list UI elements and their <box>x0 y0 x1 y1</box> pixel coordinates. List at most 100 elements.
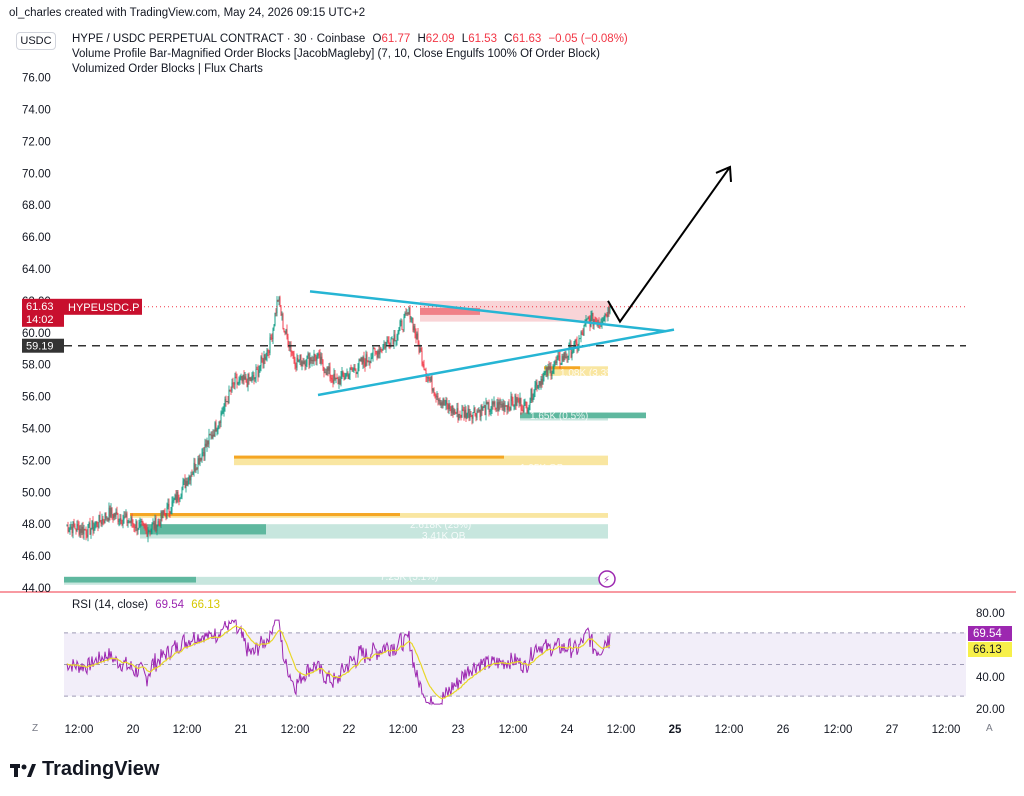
candle-up <box>338 378 340 385</box>
rsi-legend[interactable]: RSI (14, close) 69.54 66.13 <box>72 599 220 611</box>
candle-down <box>518 399 520 404</box>
candle-up <box>320 356 322 364</box>
candle-down <box>525 401 527 406</box>
price-tick-label: 56.00 <box>22 392 51 404</box>
tv-logo-icon <box>10 763 36 777</box>
candle-up <box>137 529 139 531</box>
candle-up <box>572 351 574 353</box>
candle-down <box>230 390 232 392</box>
candle-down <box>232 382 234 384</box>
candle-up <box>580 332 582 339</box>
rsi-pane: 80.00 40.00 20.00 69.54 66.13 <box>64 608 1012 716</box>
candle-up <box>106 517 108 519</box>
candle-up <box>260 356 262 367</box>
candle-down <box>562 356 564 361</box>
candle-up <box>204 443 206 457</box>
candle-down <box>548 366 550 369</box>
candle-up <box>523 402 525 413</box>
candle-down <box>77 524 79 527</box>
candle-down <box>290 345 292 352</box>
candle-down <box>319 354 321 364</box>
tradingview-logo[interactable]: TradingView <box>10 758 159 781</box>
candle-up <box>83 528 85 535</box>
candle-down <box>164 513 166 515</box>
candle-up <box>529 401 531 406</box>
candle-down <box>454 409 456 414</box>
candle-up <box>377 350 379 358</box>
candle-down <box>475 413 477 418</box>
time-tick-label: 12:00 <box>499 724 528 736</box>
candle-down <box>126 513 128 523</box>
candle-up <box>544 372 546 373</box>
candle-down <box>347 373 349 380</box>
candle-up <box>197 458 199 469</box>
candle-down <box>288 346 290 348</box>
candle-down <box>261 356 263 360</box>
level-price-badge <box>22 338 64 353</box>
candle-up <box>255 369 257 378</box>
candle-down <box>268 351 270 354</box>
candle-up <box>603 318 605 321</box>
candle-down <box>558 355 560 357</box>
candle-up <box>524 401 526 403</box>
candle-down <box>431 376 433 391</box>
high-value: 62.09 <box>425 33 455 45</box>
candle-up <box>504 405 506 411</box>
candle-up <box>222 411 224 413</box>
candle-down <box>105 513 107 519</box>
candle-up <box>217 425 219 430</box>
candle-up <box>313 353 315 362</box>
candle-down <box>134 527 136 529</box>
candle-up <box>317 353 319 357</box>
candle-up <box>469 413 471 419</box>
candle-up <box>190 474 192 481</box>
candle-up <box>193 462 195 472</box>
candle-down <box>435 395 437 398</box>
candle-up <box>316 356 318 361</box>
candle-up <box>247 373 249 387</box>
candle-down <box>245 376 247 382</box>
candle-up <box>119 518 121 521</box>
candle-down <box>165 513 167 518</box>
candle-up <box>591 312 593 316</box>
candle-up <box>556 359 558 363</box>
candle-up <box>578 338 580 347</box>
indicator-1-label[interactable]: Volume Profile Bar-Magnified Order Block… <box>72 48 600 60</box>
candle-down <box>488 402 490 413</box>
candle-up <box>104 513 106 523</box>
indicator-2-label[interactable]: Volumized Order Blocks | Flux Charts <box>72 63 263 75</box>
candle-down <box>581 332 583 334</box>
candle-down <box>203 452 205 457</box>
candle-down <box>85 530 87 535</box>
candle-down <box>235 376 237 378</box>
candle-up <box>182 481 184 488</box>
candle-up <box>221 412 223 414</box>
candle-down <box>363 357 365 363</box>
candle-down <box>120 518 122 524</box>
candle-up <box>478 409 480 412</box>
candle-up <box>335 378 337 380</box>
candle-up <box>139 522 141 523</box>
candle-up <box>567 355 569 358</box>
quote-currency-chip[interactable]: USDC <box>16 32 56 50</box>
candle-down <box>132 523 134 525</box>
timezone-button[interactable]: Z <box>32 723 39 734</box>
rsi-ma-line <box>66 624 611 700</box>
candle-down <box>315 357 317 361</box>
auto-scale-button[interactable]: A <box>986 723 993 734</box>
candle-down <box>437 396 439 402</box>
candle-up <box>303 361 305 364</box>
price-tick-label: 46.00 <box>22 551 51 563</box>
candle-up <box>476 410 478 418</box>
candle-up <box>151 523 153 529</box>
candle-up <box>444 404 446 406</box>
candle-down <box>422 364 424 366</box>
rsi-ma-badge-text: 66.13 <box>973 644 1002 656</box>
symbol-title[interactable]: HYPE / USDC PERPETUAL CONTRACT · 30 · Co… <box>72 33 366 45</box>
candle-up <box>583 325 585 335</box>
candle-up <box>252 375 254 377</box>
candle-down <box>506 405 508 410</box>
order-block-volume-bar <box>544 366 580 370</box>
candle-down <box>412 318 414 331</box>
